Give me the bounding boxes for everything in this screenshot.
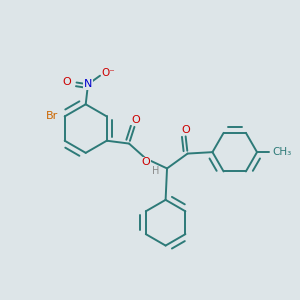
- Text: O: O: [181, 124, 190, 135]
- Text: O: O: [131, 115, 140, 125]
- Text: O⁻: O⁻: [101, 68, 115, 78]
- Text: O: O: [62, 77, 71, 87]
- Text: Br: Br: [46, 111, 59, 122]
- Text: O: O: [142, 158, 151, 167]
- Text: CH₃: CH₃: [272, 147, 292, 157]
- Text: H: H: [152, 166, 159, 176]
- Text: N: N: [84, 79, 92, 89]
